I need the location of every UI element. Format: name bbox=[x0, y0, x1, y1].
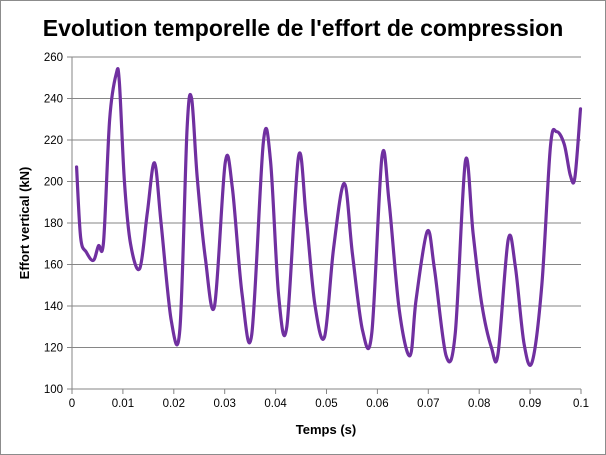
y-tick-label: 200 bbox=[44, 177, 63, 189]
x-tick-label: 0.08 bbox=[468, 398, 490, 410]
y-axis-title: Effort vertical (kN) bbox=[17, 167, 32, 280]
x-tick-label: 0.06 bbox=[366, 398, 388, 410]
x-tick-label: 0.04 bbox=[264, 398, 287, 410]
y-tick-label: 160 bbox=[44, 260, 63, 272]
chart-title: Evolution temporelle de l'effort de comp… bbox=[43, 15, 564, 41]
x-tick-label: 0.1 bbox=[573, 398, 589, 410]
y-tick-label: 240 bbox=[44, 94, 63, 106]
y-tick-label: 100 bbox=[44, 384, 63, 396]
x-tick-labels: 0 0.01 0.02 0.03 0.04 0.05 0.06 0.07 0.08 0.09 0.1 bbox=[69, 389, 589, 410]
x-tick-label: 0.07 bbox=[417, 398, 439, 410]
y-tick-labels: 100 120 140 160 180 200 220 240 260 bbox=[44, 52, 72, 396]
x-tick-label: 0.03 bbox=[214, 398, 236, 410]
x-tick-label: 0.09 bbox=[519, 398, 541, 410]
y-tick-label: 140 bbox=[44, 301, 63, 313]
x-tick-label: 0 bbox=[69, 398, 75, 410]
x-tick-label: 0.01 bbox=[112, 398, 134, 410]
x-tick-label: 0.02 bbox=[163, 398, 185, 410]
series-line bbox=[74, 67, 583, 368]
series-group bbox=[74, 67, 583, 368]
y-tick-label: 180 bbox=[44, 218, 63, 230]
y-tick-label: 220 bbox=[44, 135, 63, 147]
x-tick-label: 0.05 bbox=[315, 398, 337, 410]
y-tick-label: 120 bbox=[44, 343, 63, 355]
x-axis-title: Temps (s) bbox=[296, 422, 356, 437]
y-tick-label: 260 bbox=[44, 52, 63, 64]
